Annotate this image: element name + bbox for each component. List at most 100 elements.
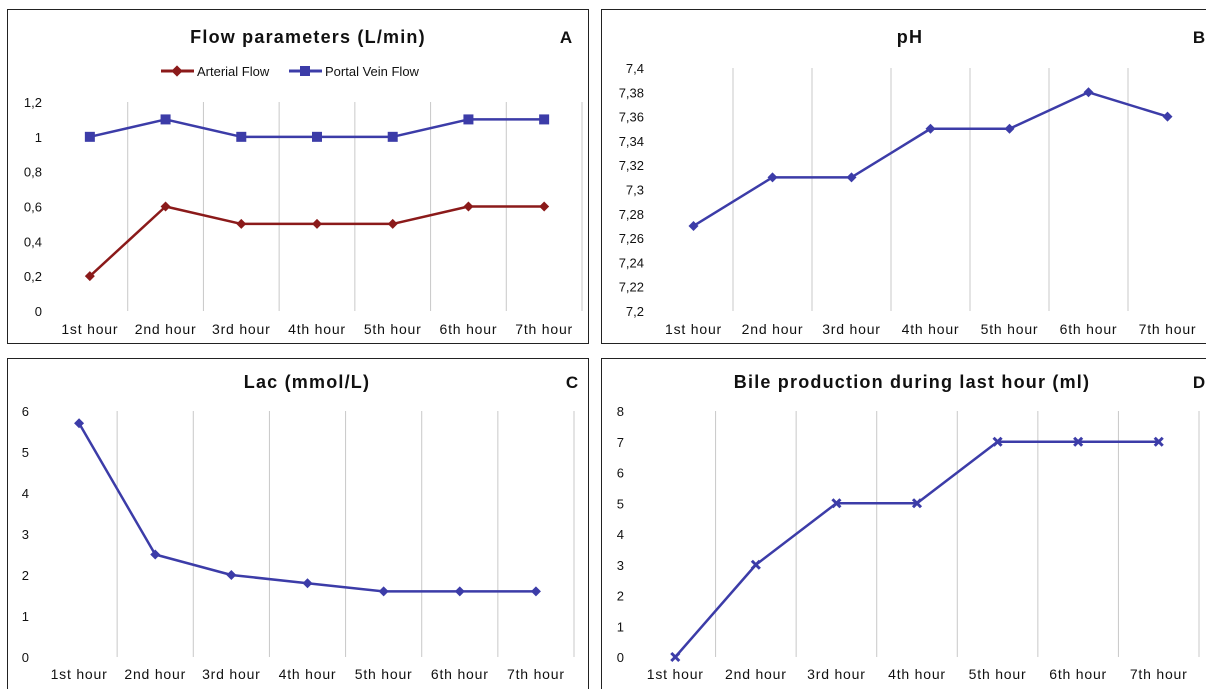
data-point <box>312 131 322 142</box>
y-tick-label: 7 <box>617 435 624 450</box>
data-point <box>1004 123 1015 134</box>
data-point <box>463 114 474 125</box>
data-point <box>226 570 237 580</box>
data-point <box>1162 111 1173 122</box>
data-point <box>463 201 474 212</box>
x-tick-label: 7th hour <box>1130 666 1188 682</box>
x-tick-label: 2nd hour <box>135 321 197 337</box>
y-tick-label: 7,2 <box>626 304 644 319</box>
y-tick-label: 7,34 <box>619 134 644 149</box>
plot-area-d: 0 1 2 3 4 5 6 7 8 1st hour 2nd hour 3rd hour 4th hou… <box>617 404 1200 682</box>
x-tick-label: 3rd hour <box>212 321 271 337</box>
x-tick-label: 1st hour <box>61 321 118 337</box>
y-tick-label: 7,38 <box>619 85 644 100</box>
chart-panel-d: Bile production during last hour (ml) D … <box>601 358 1206 689</box>
data-point <box>1073 436 1084 447</box>
data-point <box>387 131 398 142</box>
x-tick-label: 1st hour <box>51 666 108 682</box>
panel-letter: C <box>566 373 578 392</box>
data-point <box>1083 87 1094 98</box>
data-point-stroke <box>670 651 681 663</box>
panel-letter: A <box>560 28 572 47</box>
y-tick-label: 7,26 <box>619 231 644 246</box>
y-tick-label: 3 <box>22 527 29 542</box>
data-point <box>236 131 247 142</box>
x-tick-label: 6th hour <box>1049 666 1107 682</box>
panel-letter: D <box>1193 373 1205 392</box>
chart-legend: Arterial Flow Portal Vein Flow <box>161 64 420 79</box>
y-tick-label: 1,2 <box>24 95 42 110</box>
y-tick-label: 1 <box>35 130 42 145</box>
data-point <box>150 549 161 560</box>
data-point <box>992 436 1003 447</box>
plot-area-a: 0 0,2 0,4 0,6 0,8 1 1,2 1st hour 2nd hour 3rd hou… <box>24 95 583 337</box>
series-line-0 <box>692 91 1168 228</box>
y-tick-label: 8 <box>617 404 624 419</box>
data-point-stroke <box>992 436 1003 447</box>
data-point <box>530 586 541 597</box>
data-point <box>539 201 550 212</box>
x-tick-label: 2nd hour <box>725 666 787 682</box>
data-point-stroke <box>1073 436 1084 447</box>
y-tick-label: 2 <box>22 568 29 583</box>
y-tick-label: 0 <box>617 650 624 665</box>
data-point <box>160 201 171 212</box>
chart-panel-c: Lac (mmol/L) C 0 1 2 3 4 5 6 1st hour 2nd hour 3r… <box>7 358 589 689</box>
x-tick-label: 3rd hour <box>202 666 261 682</box>
y-tick-label: 0,8 <box>24 165 42 180</box>
data-point <box>84 131 95 142</box>
y-tick-label: 0 <box>35 304 42 319</box>
x-tick-label: 3rd hour <box>807 666 866 682</box>
y-tick-label: 1 <box>617 619 624 634</box>
x-tick-label: 4th hour <box>902 321 960 337</box>
data-point <box>767 172 778 183</box>
y-tick-label: 0,4 <box>24 234 42 249</box>
series-line-0 <box>674 440 1159 658</box>
y-tick-label: 6 <box>22 404 29 419</box>
series-line-0 <box>89 205 545 278</box>
data-point <box>387 218 398 229</box>
data-point <box>831 498 842 509</box>
y-tick-label: 7,3 <box>626 183 644 198</box>
x-tick-label: 7th hour <box>507 666 565 682</box>
y-tick-label: 0 <box>22 650 29 665</box>
data-point-stroke <box>1153 436 1164 447</box>
y-tick-label: 4 <box>22 486 29 501</box>
chart-title: Lac (mmol/L) <box>244 372 370 392</box>
panel-letter: B <box>1193 28 1205 47</box>
data-point <box>1153 436 1164 447</box>
data-point <box>312 218 322 229</box>
y-tick-label: 0,6 <box>24 200 42 215</box>
y-tick-label: 7,28 <box>619 207 644 222</box>
series-line-0 <box>77 422 536 593</box>
chart-a-svg: Flow parameters (L/min) A Arterial Flow … <box>24 27 583 337</box>
data-point-stroke <box>911 498 923 509</box>
y-tick-label: 0,2 <box>24 269 42 284</box>
y-tick-label: 2 <box>617 589 624 604</box>
chart-b-svg: pH B 7,27,227,247,267,287,37,327,347,367… <box>619 27 1205 337</box>
data-point <box>846 172 857 183</box>
x-tick-label: 5th hour <box>981 321 1039 337</box>
y-tick-label: 1 <box>22 609 29 624</box>
chart-d-svg: Bile production during last hour (ml) D … <box>617 372 1205 682</box>
legend-label-portal: Portal Vein Flow <box>325 64 420 79</box>
x-tick-label: 3rd hour <box>822 321 881 337</box>
data-point <box>670 651 681 663</box>
data-point <box>84 271 95 282</box>
x-tick-label: 2nd hour <box>124 666 186 682</box>
x-tick-label: 5th hour <box>969 666 1027 682</box>
chart-title: Flow parameters (L/min) <box>190 27 426 47</box>
y-tick-label: 7,36 <box>619 110 644 125</box>
data-point <box>378 586 389 597</box>
chart-title: pH <box>897 27 923 47</box>
y-tick-label: 7,24 <box>619 255 644 270</box>
x-tick-label: 6th hour <box>1060 321 1118 337</box>
data-point <box>925 123 936 134</box>
data-point-stroke <box>831 498 842 509</box>
legend-label-arterial: Arterial Flow <box>197 64 270 79</box>
data-point <box>74 418 85 429</box>
legend-marker-arterial <box>171 65 183 77</box>
data-point <box>911 498 923 509</box>
data-point <box>539 114 550 125</box>
y-tick-label: 5 <box>22 445 29 460</box>
